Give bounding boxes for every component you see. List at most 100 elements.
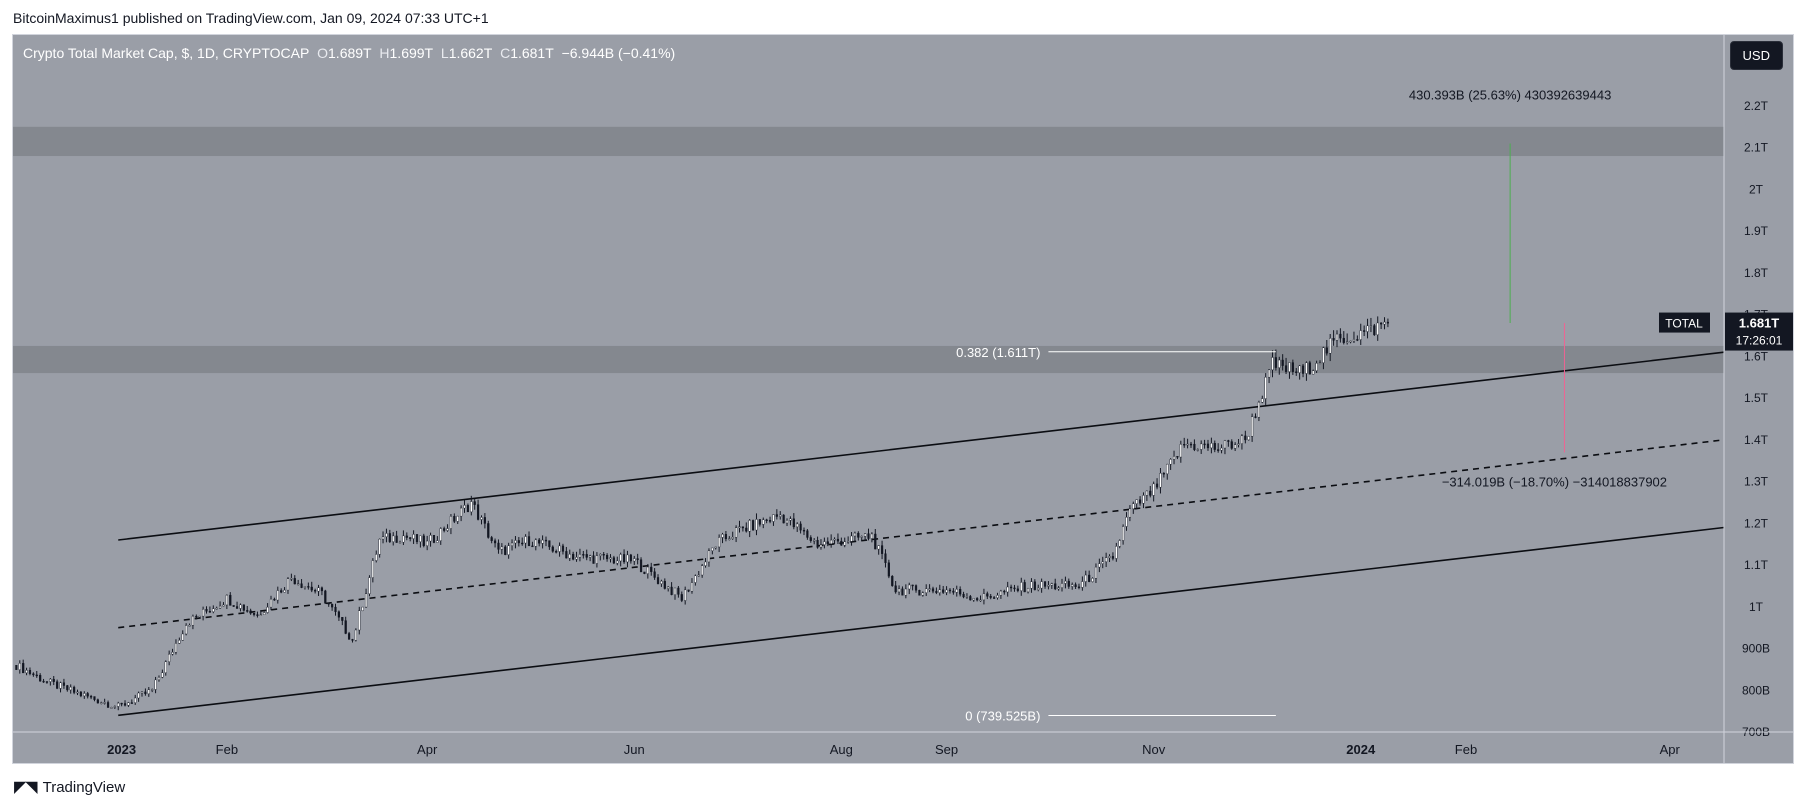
candle-body — [286, 578, 290, 591]
candle-body — [429, 535, 432, 542]
candle-body — [1267, 369, 1271, 378]
candle-body — [772, 514, 775, 522]
time-tick-label: 2023 — [107, 742, 136, 757]
candle-body — [768, 520, 772, 522]
candle-body — [297, 583, 300, 585]
candle-body — [290, 578, 293, 580]
candle-body — [945, 589, 948, 593]
candle-body — [86, 693, 89, 697]
candle-body — [422, 535, 425, 546]
candle-body — [707, 550, 711, 563]
candle-body — [144, 691, 147, 695]
candle-body — [66, 685, 69, 691]
candle-body — [52, 678, 55, 682]
candle-body — [378, 538, 381, 555]
candle-body — [1155, 483, 1159, 488]
candle-body — [1050, 583, 1053, 586]
candle-body — [908, 584, 911, 590]
candle-body — [965, 596, 969, 598]
candle-body — [1067, 580, 1070, 587]
candle-body — [185, 625, 188, 635]
channel-line-upper — [118, 351, 1725, 541]
candle-body — [840, 540, 843, 546]
candle-body — [833, 538, 836, 541]
candle-body — [212, 608, 215, 612]
candle-body — [762, 519, 765, 525]
candle-body — [1380, 322, 1383, 325]
price-tick-label: 1T — [1749, 600, 1764, 614]
candle-body — [1176, 456, 1179, 458]
candle-body — [1047, 584, 1050, 587]
candle-body — [809, 537, 812, 541]
candle-body — [578, 554, 582, 558]
candle-body — [789, 518, 792, 521]
candle-body — [653, 571, 656, 578]
candle-body — [113, 706, 116, 708]
candle-body — [412, 534, 415, 539]
candle-body — [178, 640, 181, 644]
candle-body — [1329, 338, 1332, 354]
candle-body — [120, 702, 123, 705]
currency-button[interactable]: USD — [1729, 41, 1783, 70]
candle-body — [106, 702, 110, 708]
candle-body — [449, 516, 453, 529]
candle-body — [1217, 449, 1220, 451]
candle-body — [1159, 473, 1162, 488]
candle-body — [1251, 416, 1254, 437]
candle-body — [514, 540, 517, 544]
candle-body — [982, 593, 986, 601]
candle-body — [76, 691, 79, 694]
candle-body — [735, 527, 738, 538]
candle-body — [612, 557, 615, 564]
candle-body — [1026, 587, 1030, 593]
candle-body — [256, 614, 259, 616]
candle-body — [1271, 357, 1274, 371]
candle-body — [1111, 556, 1115, 559]
candle-body — [680, 594, 683, 601]
candle-body — [252, 613, 256, 615]
candle-body — [49, 678, 52, 682]
candle-body — [758, 519, 761, 525]
candle-body — [1301, 365, 1305, 374]
candle-body — [1227, 440, 1230, 442]
candle-body — [663, 580, 666, 589]
publisher-line: BitcoinMaximus1 published on TradingView… — [13, 10, 489, 26]
candle-body — [799, 523, 802, 531]
candle-body — [1196, 449, 1199, 451]
candle-body — [633, 558, 636, 562]
candle-body — [1132, 503, 1135, 510]
chart-svg[interactable]: 0.382 (1.611T) 0 (739.525B) 430.393B (25.6… — [13, 35, 1794, 764]
candle-body — [1315, 363, 1318, 371]
candle-body — [1342, 337, 1345, 343]
candle-body — [877, 545, 880, 550]
candle-body — [1274, 357, 1277, 368]
candle-body — [25, 670, 28, 674]
candle-body — [860, 536, 863, 538]
candle-body — [694, 575, 697, 583]
candle-body — [266, 606, 269, 613]
candle-body — [1108, 556, 1111, 558]
price-tick-label: 800B — [1742, 683, 1770, 697]
candle-body — [1359, 330, 1362, 340]
candle-body — [589, 555, 592, 558]
candle-body — [229, 594, 232, 606]
candle-body — [140, 691, 144, 694]
candle-body — [337, 611, 341, 618]
low-label: L — [440, 45, 449, 61]
candle-body — [897, 588, 901, 593]
chart-legend: Crypto Total Market Cap, $, 1D, CRYPTOCA… — [23, 45, 675, 61]
candle-body — [602, 554, 605, 556]
price-tick-label: 2.2T — [1744, 99, 1769, 113]
candle-body — [375, 554, 378, 561]
candle-body — [39, 675, 42, 682]
candle-body — [1115, 546, 1118, 559]
chart-panel[interactable]: 0.382 (1.611T) 0 (739.525B) 430.393B (25.6… — [12, 34, 1794, 764]
candle-body — [1071, 584, 1074, 587]
candle-body — [89, 696, 93, 698]
candle-body — [480, 517, 483, 520]
candle-body — [684, 589, 687, 601]
candle-body — [1179, 443, 1182, 458]
candle-body — [59, 682, 62, 689]
candle-body — [1210, 443, 1213, 449]
candle-body — [843, 541, 846, 546]
